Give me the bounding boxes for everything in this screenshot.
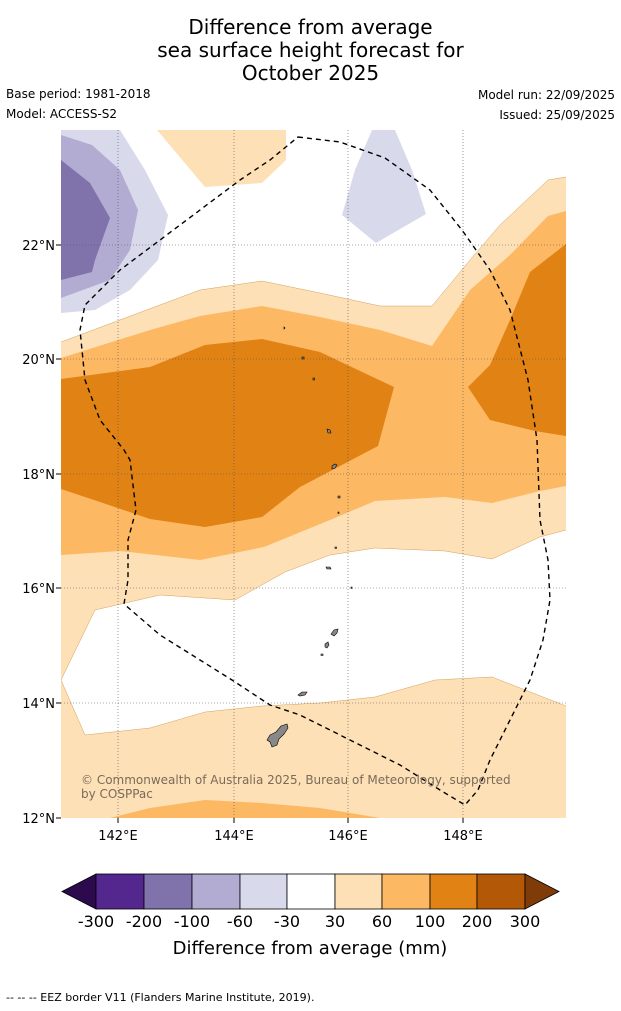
issued-label: Issued: 25/09/2025 (499, 108, 615, 122)
cb-tick-neg30: -30 (274, 912, 300, 931)
model-run-label: Model run: 22/09/2025 (477, 88, 615, 102)
eez-border (79, 136, 551, 806)
swatch-neg300-neg200 (95, 873, 145, 910)
base-period-label: Base period: 1981-2018 (6, 87, 151, 101)
cb-tick-neg200: -200 (126, 912, 162, 931)
contour-neg-100-200-nw (61, 160, 110, 280)
swatch-above-max (524, 873, 560, 910)
lon-label-142e: 142°E (98, 829, 138, 844)
island-tinian (324, 641, 330, 649)
contour-100-200-east (468, 244, 566, 436)
lon-label-148e: 148°E (443, 829, 483, 844)
contour-lines (61, 176, 566, 736)
colorbar-swatches (61, 873, 560, 910)
cb-tick-neg300: -300 (78, 912, 114, 931)
swatch-60-100 (381, 873, 431, 910)
island-asuncion (312, 377, 315, 381)
title-line-3: October 2025 (241, 61, 380, 85)
island-agrihan (326, 428, 332, 434)
lat-label-12n: 12°N (22, 812, 55, 827)
gridlines (61, 130, 566, 818)
swatch-below-min (61, 873, 97, 910)
swatch-neg200-neg100 (143, 873, 193, 910)
island-farallon-de-medinilla (350, 586, 353, 589)
lon-label-144e: 144°E (214, 829, 254, 844)
title-line-1: Difference from average (188, 15, 433, 39)
chart-title: Difference from average sea surface heig… (0, 16, 621, 85)
longitude-labels: 142°E 144°E 146°E 148°E (98, 829, 483, 844)
island-anatahan (325, 566, 332, 570)
map: 22°N 20°N 18°N 16°N 14°N 12°N 142°E 144°… (22, 130, 566, 844)
cb-tick-60: 60 (372, 912, 392, 931)
contour-30-60-top (157, 130, 286, 187)
swatch-200-300 (476, 873, 526, 910)
island-guguan (337, 511, 340, 514)
contour-line-30-south (61, 676, 566, 736)
island-alamagan (337, 495, 341, 499)
cb-tick-neg100: -100 (174, 912, 210, 931)
axis-ticks (56, 244, 464, 823)
swatch-neg60-neg30 (239, 873, 288, 910)
cb-tick-200: 200 (462, 912, 493, 931)
contour-neg-30-60-ne (342, 130, 426, 243)
credit-text: © Commonwealth of Australia 2025, Bureau… (81, 773, 511, 801)
contour-60-100-south (110, 800, 380, 818)
island-aguijan (320, 653, 324, 656)
islands (266, 326, 353, 748)
eez-legend-note: -- -- -- EEZ border V11 (Flanders Marine… (6, 991, 315, 1004)
swatch-neg100-neg60 (191, 873, 241, 910)
lat-label-18n: 18°N (22, 468, 55, 483)
contour-100-200-west (61, 339, 394, 527)
lat-label-14n: 14°N (22, 697, 55, 712)
island-rota (297, 691, 308, 697)
cb-tick-300: 300 (510, 912, 541, 931)
swatch-neg30-30 (286, 873, 336, 910)
lat-label-16n: 16°N (22, 582, 55, 597)
island-pagan (331, 463, 338, 470)
colorbar-tick-labels: -300 -200 -100 -60 -30 30 60 100 200 300 (78, 912, 540, 931)
cb-tick-30: 30 (325, 912, 345, 931)
lon-label-146e: 146°E (328, 829, 368, 844)
island-guam (266, 723, 289, 748)
cb-tick-neg60: -60 (227, 912, 253, 931)
island-sarigan (334, 546, 337, 549)
swatch-30-60 (334, 873, 383, 910)
contour-line-30-mid (61, 529, 566, 681)
colorbar-title: Difference from average (mm) (173, 938, 448, 959)
contour-30-60-south (61, 677, 566, 818)
contour-line-30-north (61, 176, 566, 343)
island-maug (301, 356, 305, 360)
lat-label-20n: 20°N (22, 353, 55, 368)
title-line-2: sea surface height forecast for (157, 38, 464, 62)
cb-tick-100: 100 (415, 912, 446, 931)
model-label: Model: ACCESS-S2 (6, 107, 118, 121)
island-farallon-de-pajaros (283, 326, 286, 330)
island-saipan (330, 628, 339, 637)
latitude-labels: 22°N 20°N 18°N 16°N 14°N 12°N (22, 239, 55, 827)
lat-label-22n: 22°N (22, 239, 55, 254)
swatch-100-200 (429, 873, 478, 910)
